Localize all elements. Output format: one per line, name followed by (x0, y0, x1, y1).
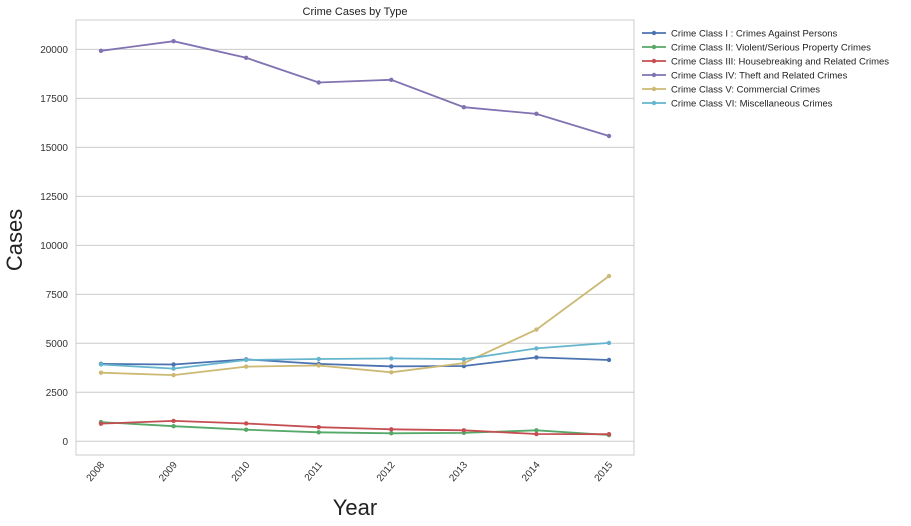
data-point (98, 421, 104, 426)
series-line (100, 342, 610, 370)
data-point (171, 423, 176, 429)
data-point (606, 340, 612, 346)
data-point (316, 356, 321, 362)
chart-title: Crime Cases by Type (303, 6, 408, 18)
data-point (316, 363, 321, 368)
data-point (389, 431, 394, 436)
x-tick-label: 2008 (85, 460, 108, 484)
x-tick-label: 2014 (520, 460, 543, 484)
plot-area (75, 19, 635, 456)
data-point (316, 430, 321, 435)
x-tick-label: 2011 (303, 460, 326, 484)
x-axis-label: Year (333, 495, 377, 520)
legend-label: Crime Class IV: Theft and Related Crimes (671, 71, 848, 82)
y-tick-label: 15000 (40, 143, 68, 154)
data-point (389, 364, 394, 369)
x-tick-label: 2015 (593, 460, 616, 484)
data-point (316, 424, 321, 430)
data-point (171, 38, 176, 44)
data-point (534, 111, 539, 117)
legend-label: Crime Class III: Housebreaking and Relat… (671, 57, 889, 68)
x-tick-label: 2010 (230, 460, 253, 484)
legend-label: Crime Class I : Crimes Against Persons (671, 29, 838, 40)
y-tick-label: 10000 (40, 241, 68, 252)
y-tick-label: 0 (62, 437, 68, 448)
legend: Crime Class I : Crimes Against Persons Cr… (642, 29, 889, 110)
legend-marker (651, 58, 657, 64)
data-point (171, 366, 176, 371)
y-axis-label: Cases (2, 209, 27, 271)
y-tick-labels: 0 2500 5000 7500 10000 12500 15000 17500 20000 (40, 45, 68, 448)
y-tick-label: 5000 (46, 339, 69, 350)
series-points (98, 38, 612, 438)
data-point (461, 360, 467, 366)
data-point (389, 77, 394, 82)
legend-marker (651, 72, 657, 78)
data-point (98, 370, 104, 375)
data-point (316, 80, 321, 85)
data-point (171, 372, 176, 378)
series-lines (100, 40, 610, 436)
series-line (100, 40, 610, 137)
data-point (389, 356, 394, 361)
data-point (243, 357, 249, 363)
x-tick-label: 2012 (375, 460, 398, 484)
data-point (243, 364, 249, 369)
x-tick-label: 2013 (447, 460, 470, 484)
legend-marker (651, 30, 657, 36)
data-point (171, 362, 176, 367)
data-point (243, 55, 249, 61)
data-point (606, 133, 612, 139)
legend-marker (651, 100, 657, 106)
data-point (389, 370, 394, 375)
series-line (100, 419, 610, 436)
data-point (534, 355, 539, 360)
data-point (243, 421, 249, 426)
data-point (389, 427, 394, 432)
data-point (606, 432, 612, 437)
data-point (461, 428, 467, 433)
y-tick-label: 20000 (40, 45, 68, 56)
y-tick-label: 2500 (46, 388, 69, 399)
data-point (534, 346, 539, 351)
legend-marker (651, 86, 657, 92)
y-tick-label: 17500 (40, 94, 68, 105)
y-tick-label: 12500 (40, 192, 68, 203)
legend-marker (651, 44, 657, 50)
data-point (98, 48, 104, 53)
data-point (534, 428, 539, 433)
gridlines (76, 48, 634, 442)
series-line (100, 356, 610, 368)
data-point (606, 273, 612, 279)
series-line (100, 421, 610, 436)
series-line (100, 275, 610, 377)
data-point (98, 362, 104, 367)
data-point (171, 418, 176, 424)
x-tick-label: 2009 (157, 460, 180, 484)
legend-label: Crime Class V: Commercial Crimes (671, 85, 820, 96)
data-point (461, 356, 467, 362)
y-tick-label: 7500 (46, 290, 69, 301)
data-point (606, 357, 612, 363)
data-point (534, 327, 539, 332)
data-point (461, 104, 467, 110)
data-point (243, 427, 249, 432)
data-point (534, 431, 539, 437)
legend-label: Crime Class II: Violent/Serious Property… (671, 43, 871, 54)
x-tick-labels: 2008 2009 2010 2011 2012 2013 2014 2015 (85, 460, 616, 484)
legend-label: Crime Class VI: Miscellaneous Crimes (671, 99, 833, 110)
